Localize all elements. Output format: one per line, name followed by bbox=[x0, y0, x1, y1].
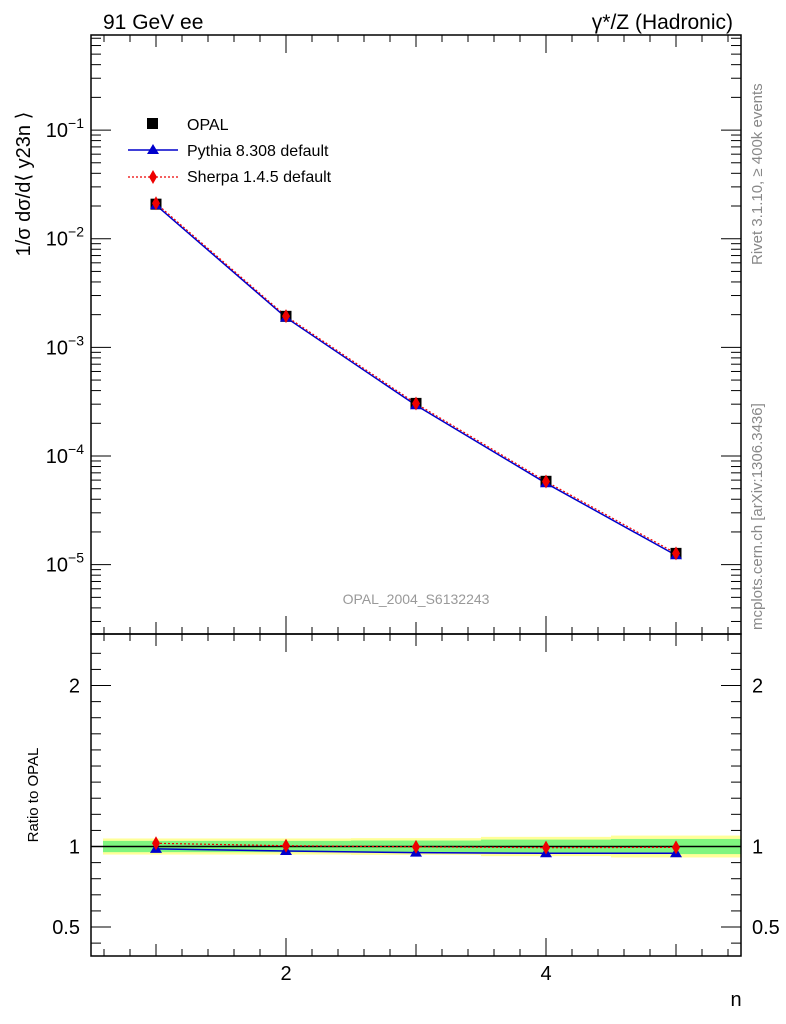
ratio-panel-frame bbox=[90, 633, 742, 957]
main-y-axis-title: 1/σ dσ/d⟨ y23n ⟩ bbox=[13, 112, 35, 257]
main-y-axis-label: 1/σ dσ/d⟨ y23n ⟩ bbox=[13, 112, 35, 257]
main-y-tick-label: 10−3 bbox=[46, 332, 84, 359]
legend-pythia-marker bbox=[147, 144, 159, 154]
ratio-y-axis-label: Ratio to OPAL bbox=[25, 748, 42, 843]
ratio-sherpa-point bbox=[282, 838, 290, 853]
ratio-sherpa-point bbox=[152, 836, 160, 851]
ratio-y-tick-label-right: 0.5 bbox=[752, 917, 780, 939]
analysis-watermark: OPAL_2004_S6132243 bbox=[343, 591, 490, 607]
sherpa-line bbox=[155, 202, 677, 554]
sherpa-point bbox=[542, 474, 550, 489]
ratio-y-tick-label-right: 2 bbox=[752, 676, 763, 698]
x-axis-label: n bbox=[730, 989, 741, 1011]
pythia-line bbox=[155, 204, 677, 556]
main-y-tick-label: 10−1 bbox=[46, 115, 84, 142]
legend: OPAL Pythia 8.308 default Sherpa 1.4.5 d… bbox=[128, 117, 332, 186]
legend-pythia-label: Pythia 8.308 default bbox=[187, 143, 329, 160]
ratio-y-axis-title: Ratio to OPAL bbox=[25, 748, 42, 843]
main-y-tick-label: 10−5 bbox=[46, 550, 84, 577]
sherpa-point bbox=[412, 396, 420, 411]
sherpa-point bbox=[282, 309, 290, 324]
legend-sherpa-marker bbox=[149, 170, 157, 184]
legend-opal-marker bbox=[147, 118, 158, 129]
header-right-label: γ*/Z (Hadronic) bbox=[592, 11, 733, 34]
mcplots-label: mcplots.cern.ch [arXiv:1306.3436] bbox=[749, 403, 766, 630]
ratio-sherpa-point bbox=[542, 840, 550, 855]
ratio-y-tick-label: 1 bbox=[69, 837, 80, 859]
x-tick-label: 2 bbox=[280, 963, 291, 985]
legend-opal-label: OPAL bbox=[187, 117, 229, 134]
ratio-y-tick-label: 2 bbox=[69, 676, 80, 698]
ratio-y-tick-label-right: 1 bbox=[752, 837, 763, 859]
ratio-y-tick-label: 0.5 bbox=[52, 917, 80, 939]
main-panel: 10−5 10−4 10−3 10−2 10−1 OPAL_2004_S6132243 bbox=[46, 34, 742, 635]
x-tick-label: 4 bbox=[540, 963, 551, 985]
ratio-sherpa-point bbox=[672, 840, 680, 855]
main-y-tick-label: 10−2 bbox=[46, 224, 84, 251]
sherpa-point bbox=[672, 546, 680, 561]
ratio-sherpa-point bbox=[412, 839, 420, 854]
main-y-tick-label: 10−4 bbox=[46, 441, 84, 468]
legend-sherpa-label: Sherpa 1.4.5 default bbox=[187, 169, 332, 186]
rivet-version-label: Rivet 3.1.10, ≥ 400k events bbox=[749, 83, 766, 265]
sherpa-point bbox=[152, 196, 160, 211]
header-left-label: 91 GeV ee bbox=[103, 11, 203, 34]
ratio-panel: 0.5 0.5 1 1 2 2 2 4 bbox=[52, 633, 780, 985]
